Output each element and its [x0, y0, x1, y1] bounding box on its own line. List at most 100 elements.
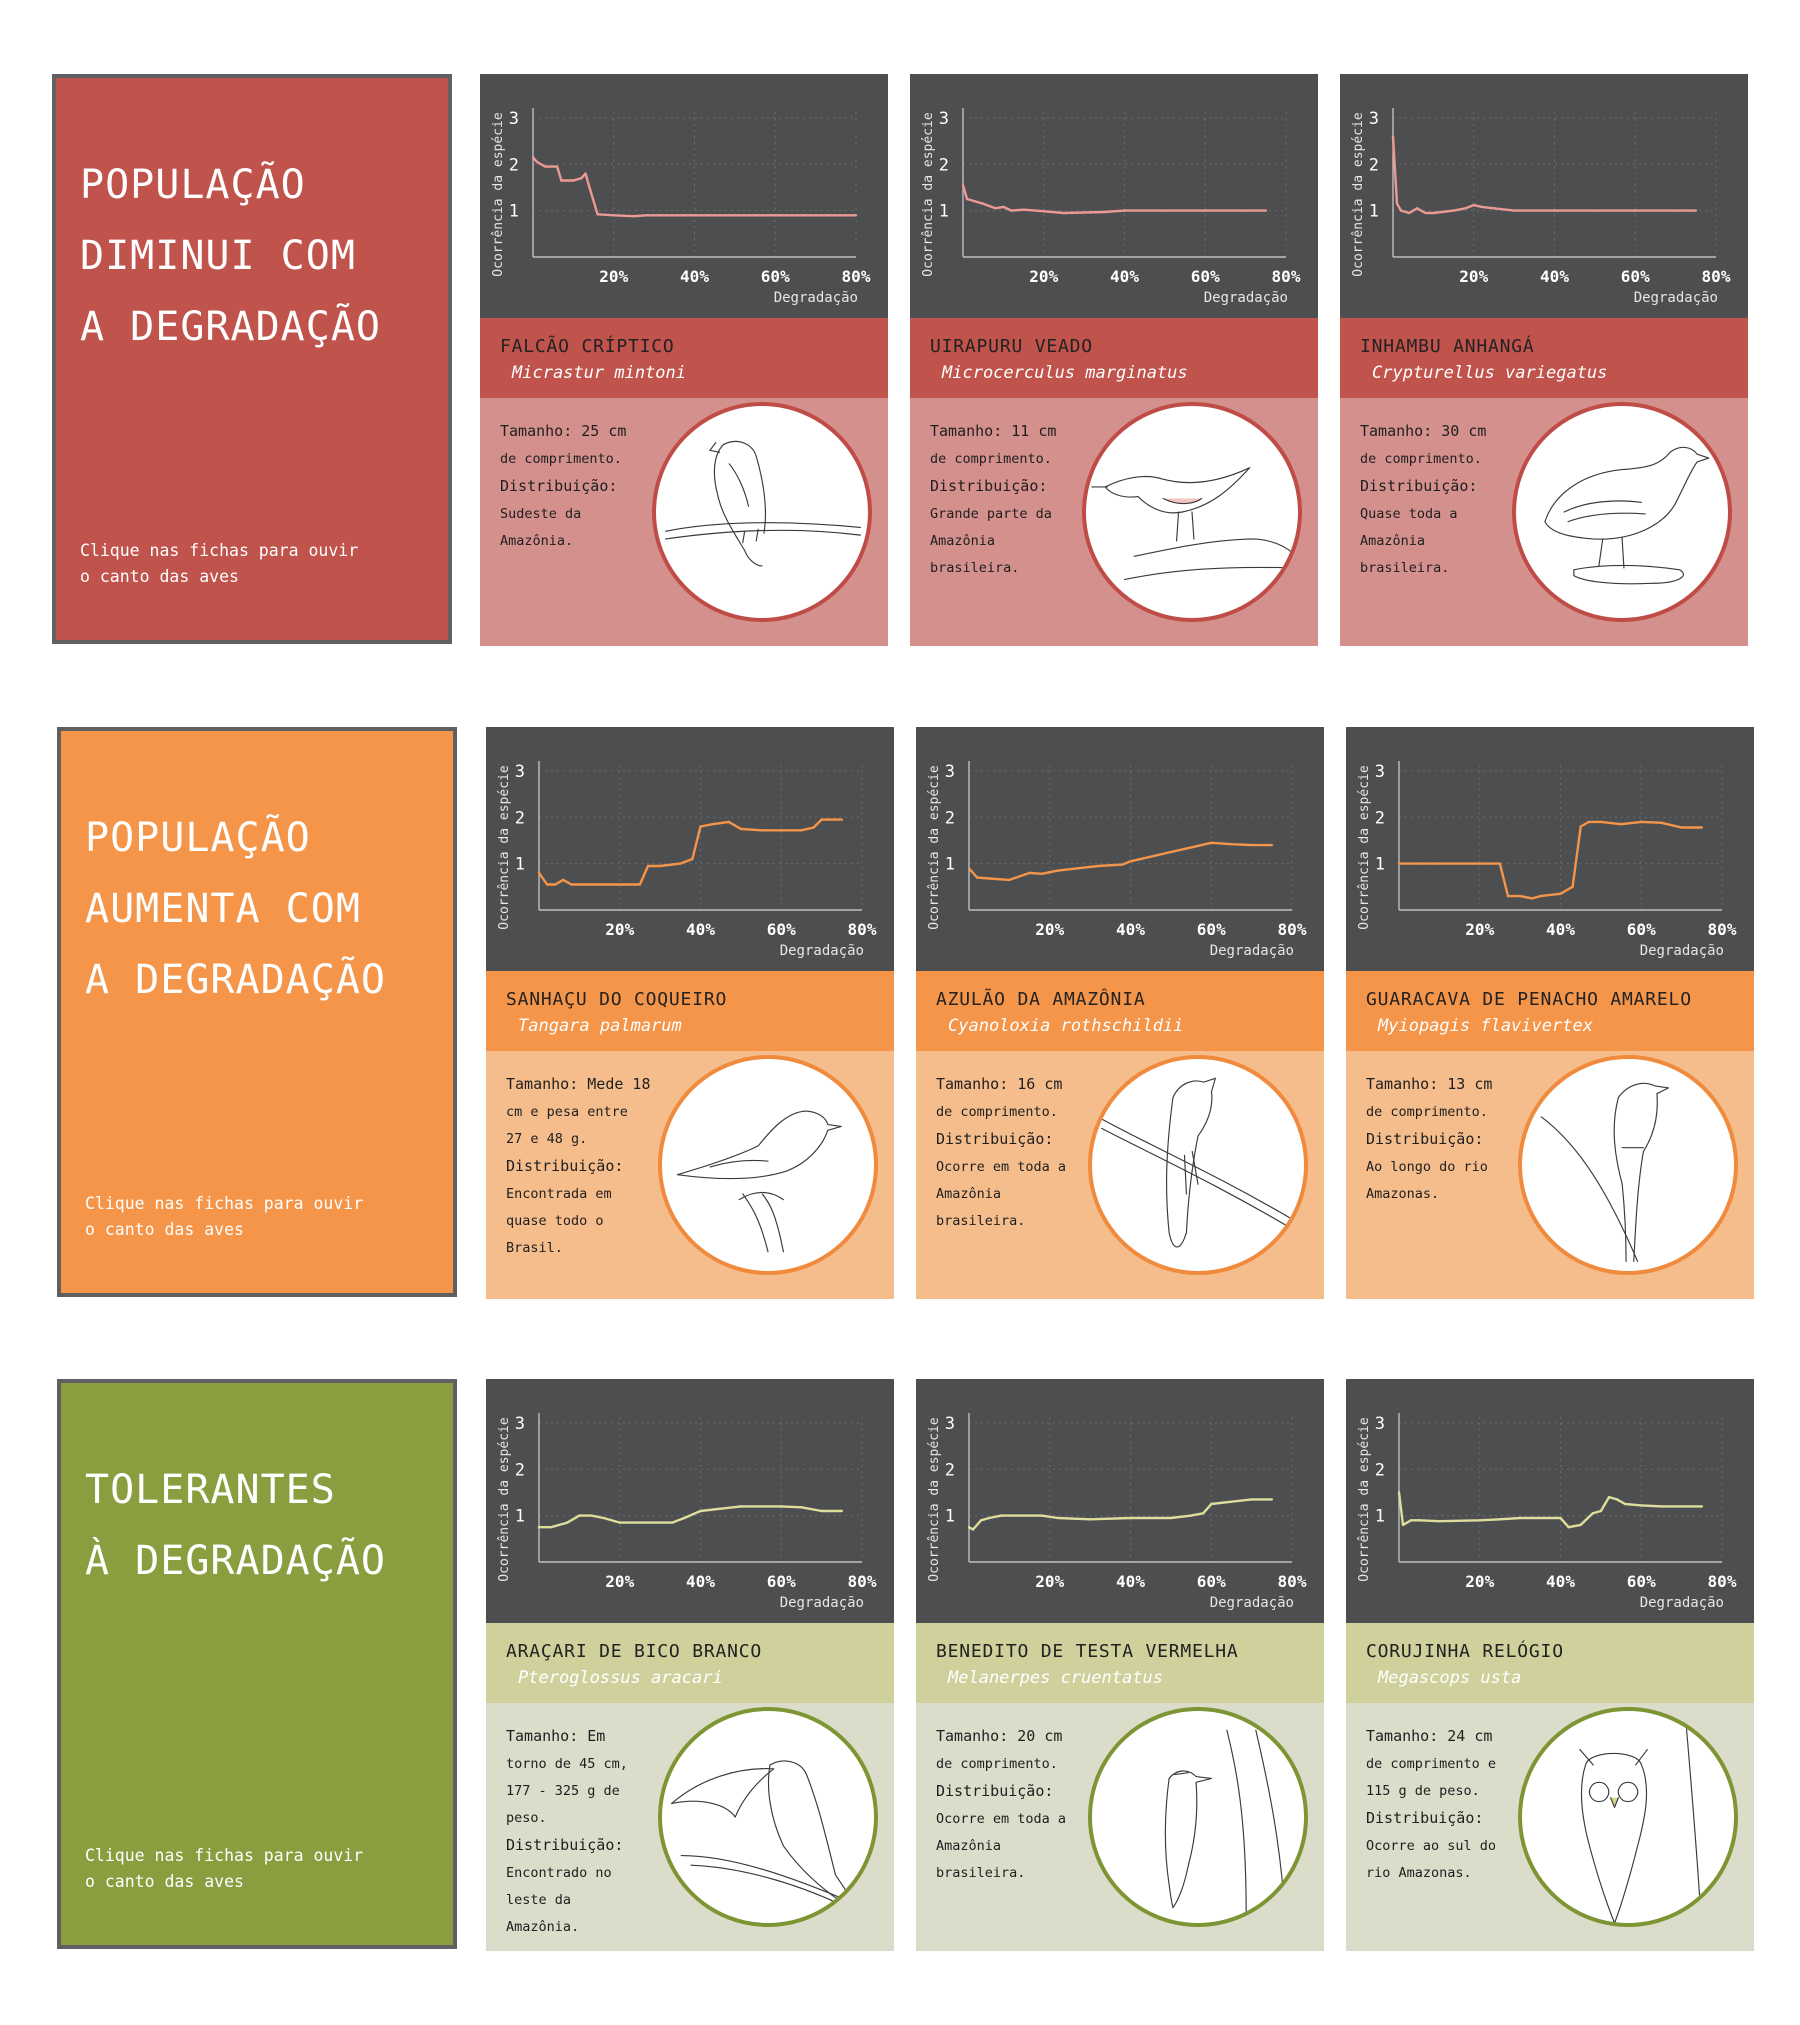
bird-card[interactable]: 1 2 3 20% 40% 60% 80% Degradação Ocorrência da e…: [1340, 74, 1748, 646]
y-tick-1: 1: [939, 202, 949, 222]
data-point-18: [1694, 209, 1698, 212]
x-axis-label: Degradação: [780, 1595, 864, 1611]
sketch-stroke-2: [671, 1800, 736, 1818]
sketch-stroke-3: [1168, 1770, 1213, 1909]
info-line-text: Amazonas.: [1366, 1186, 1440, 1202]
sketch-stroke-4: [722, 440, 766, 534]
data-point-15: [759, 829, 763, 832]
category-intro-card[interactable]: POPULAÇÃO AUMENTA COM A DEGRADAÇÃO Clique n…: [57, 727, 457, 1297]
bird-card[interactable]: 1 2 3 20% 40% 60% 80% Degradação Ocorrência da e…: [486, 727, 894, 1299]
info-line-text: brasileira.: [930, 560, 1020, 576]
sketch-stroke-5: [1174, 1772, 1189, 1776]
info-line-text: Amazônia: [930, 533, 996, 549]
series-line: [1399, 820, 1702, 900]
click-hint-line: o canto das aves: [85, 1872, 244, 1891]
x-tick-60: 60%: [1621, 267, 1650, 286]
data-point-12: [1189, 1514, 1193, 1517]
data-point-7: [1010, 209, 1013, 212]
bird-info-panel: Tamanho: 13 cm de comprimento. Distribuiçã…: [1346, 1051, 1754, 1299]
sketch-stroke-4: [1588, 1781, 1639, 1803]
info-line: Ao longo do rio: [1366, 1154, 1524, 1181]
info-line: brasileira.: [936, 1208, 1094, 1235]
category-intro-card[interactable]: POPULAÇÃO DIMINUI COM A DEGRADAÇÃO Clique n…: [52, 74, 452, 644]
info-line-text: Encontrado no: [506, 1865, 612, 1881]
info-line: Distribuição:: [930, 473, 1088, 501]
bird-card[interactable]: 1 2 3 20% 40% 60% 80% Degradação Ocorrência da e…: [916, 1379, 1324, 1951]
y-tick-1: 1: [509, 202, 519, 222]
data-point-10: [1472, 203, 1475, 207]
sketch-stroke-2: [1598, 536, 1625, 569]
data-point-5: [994, 207, 997, 210]
info-line: Amazônia.: [506, 1914, 664, 1941]
bird-card[interactable]: 1 2 3 20% 40% 60% 80% Degradação Ocorrência da e…: [486, 1379, 894, 1951]
info-line: Amazônia: [936, 1181, 1094, 1208]
common-name: GUARACAVA DE PENACHO AMARELO: [1366, 989, 1692, 1010]
data-point-13: [1587, 820, 1590, 824]
data-point-5: [1416, 207, 1419, 210]
data-point-3: [979, 1519, 983, 1522]
common-name: INHAMBU ANHANGÁ: [1360, 336, 1535, 357]
data-point-10: [1121, 863, 1124, 866]
data-point-13: [1599, 1509, 1603, 1513]
info-line: Tamanho: Em: [506, 1723, 664, 1751]
info-line: 115 g de peso.: [1366, 1778, 1524, 1805]
common-name: AZULÃO DA AMAZÔNIA: [936, 989, 1146, 1010]
wren-icon: [1091, 467, 1293, 581]
info-line-text: Tamanho: 25 cm: [500, 422, 627, 440]
x-axis-label: Degradação: [1640, 1595, 1724, 1611]
info-line-text: Tamanho: 11 cm: [930, 422, 1057, 440]
info-line-text: Tamanho: 24 cm: [1366, 1727, 1493, 1745]
category-group-1: POPULAÇÃO DIMINUI COM A DEGRADAÇÃO Clique n…: [0, 72, 1800, 652]
data-point-16: [1623, 1502, 1627, 1506]
y-axis-label: Ocorrência da espécie: [1351, 112, 1366, 277]
data-point-15: [1230, 1500, 1233, 1503]
data-point-6: [1424, 211, 1427, 215]
owl-icon: [1579, 1720, 1702, 1923]
bird-card[interactable]: 1 2 3 20% 40% 60% 80% Degradação Ocorrência da e…: [1346, 1379, 1754, 1951]
data-point-13: [1201, 1512, 1205, 1515]
info-line-text: Distribuição:: [1366, 1809, 1484, 1827]
y-tick-1: 1: [945, 855, 955, 875]
bird-info-text: Tamanho: 16 cm de comprimento. Distribuiçã…: [936, 1071, 1094, 1235]
y-tick-3: 3: [509, 109, 519, 129]
bird-info-text: Tamanho: 25 cm de comprimento. Distribuiçã…: [500, 418, 658, 555]
bird-info-text: Tamanho: 13 cm de comprimento. Distribuiçã…: [1366, 1071, 1524, 1208]
y-tick-2: 2: [1369, 155, 1379, 175]
x-axis-label: Degradação: [1210, 943, 1294, 959]
bird-card[interactable]: 1 2 3 20% 40% 60% 80% Degradação Ocorrência da e…: [480, 74, 888, 646]
y-tick-2: 2: [1375, 1460, 1385, 1480]
data-point-16: [1640, 820, 1643, 824]
data-point-9: [1034, 209, 1037, 212]
chart-svg: 1 2 3 20% 40% 60% 80% Degradação Ocorrência da e…: [927, 1413, 1307, 1611]
tinamou-icon: [1544, 446, 1710, 585]
bird-name-band: CORUJINHA RELÓGIO Megascops usta: [1346, 1623, 1754, 1703]
info-line-text: Distribuição:: [500, 477, 618, 495]
data-point-1: [531, 156, 535, 159]
info-line: brasileira.: [1360, 555, 1518, 582]
data-point-1: [1397, 862, 1401, 865]
data-point-2: [975, 876, 979, 879]
sketch-stroke-7: [728, 463, 750, 507]
scientific-name: Myiopagis flavivertex: [1378, 1016, 1593, 1036]
x-tick-20: 20%: [605, 1572, 634, 1591]
data-point-17: [812, 826, 815, 829]
data-point-16: [1230, 842, 1233, 846]
info-line: Distribuição:: [506, 1832, 664, 1860]
data-point-11: [1480, 205, 1484, 209]
bird-card[interactable]: 1 2 3 20% 40% 60% 80% Degradação Ocorrência da e…: [1346, 727, 1754, 1299]
x-tick-60: 60%: [767, 1572, 796, 1591]
bird-card[interactable]: 1 2 3 20% 40% 60% 80% Degradação Ocorrência da e…: [910, 74, 1318, 646]
y-tick-3: 3: [945, 1414, 955, 1434]
data-point-13: [739, 1505, 743, 1508]
sketch-stroke-2: [1617, 1082, 1670, 1262]
category-title: POPULAÇÃO DIMINUI COM A DEGRADAÇÃO: [80, 150, 440, 363]
bird-card[interactable]: 1 2 3 20% 40% 60% 80% Degradação Ocorrência da e…: [916, 727, 1324, 1299]
category-intro-card[interactable]: TOLERANTES À DEGRADAÇÃO Clique nas fichas …: [57, 1379, 457, 1949]
bird-info-panel: Tamanho: Mede 18 cm e pesa entre 27 e 48 g…: [486, 1051, 894, 1299]
common-name: FALCÃO CRÍPTICO: [500, 336, 675, 357]
info-line-text: brasileira.: [936, 1865, 1026, 1881]
data-point-8: [1531, 897, 1534, 900]
data-point-6: [1016, 1514, 1019, 1517]
elaenia-icon: [1540, 1082, 1670, 1262]
data-point-13: [727, 820, 730, 824]
